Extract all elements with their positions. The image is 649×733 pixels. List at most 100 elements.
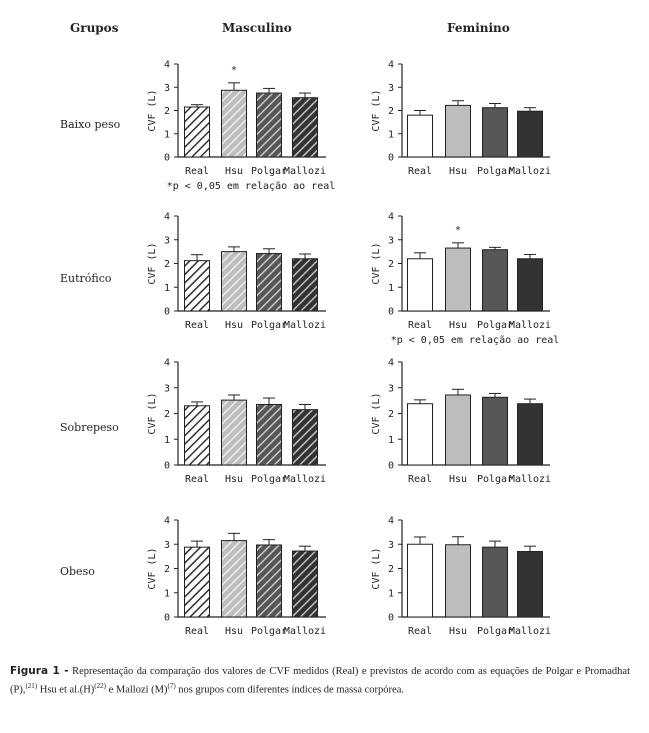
row-label-eutrofico: Eutrófico xyxy=(60,272,112,285)
y-tick-label: 0 xyxy=(164,461,170,472)
x-tick-label: Mallozi xyxy=(509,626,551,637)
bar-polgar xyxy=(482,249,508,312)
y-tick-label: 1 xyxy=(164,588,170,599)
x-tick-label: Polgar xyxy=(477,166,513,177)
y-tick-label: 0 xyxy=(388,461,394,472)
y-tick-label: 4 xyxy=(164,358,170,369)
x-tick-label: Mallozi xyxy=(509,166,551,177)
y-tick-label: 4 xyxy=(388,358,394,369)
x-tick-label: Hsu xyxy=(225,320,243,331)
x-tick-label: Polgar xyxy=(251,626,287,637)
caption-ref: (7) xyxy=(167,682,176,690)
header-male: Masculino xyxy=(222,21,292,35)
x-tick-label: Hsu xyxy=(449,320,467,331)
figure-caption: Figura 1 - Representação da comparação d… xyxy=(10,664,630,698)
x-tick-label: Real xyxy=(185,474,209,485)
y-tick-label: 4 xyxy=(388,516,394,527)
y-tick-label: 1 xyxy=(164,435,170,446)
x-tick-label: Hsu xyxy=(225,474,243,485)
y-tick-label: 3 xyxy=(164,83,170,94)
y-tick-label: 2 xyxy=(388,409,394,420)
y-tick-label: 1 xyxy=(164,129,170,140)
y-tick-label: 0 xyxy=(388,307,394,318)
x-tick-label: Mallozi xyxy=(509,474,551,485)
y-tick-label: 0 xyxy=(164,153,170,164)
x-tick-label: Real xyxy=(408,626,432,637)
bar-hsu xyxy=(445,544,471,618)
bar-real xyxy=(407,258,433,312)
y-tick-label: 1 xyxy=(388,435,394,446)
y-axis-label: CVF (L) xyxy=(147,547,158,589)
y-tick-label: 1 xyxy=(388,129,394,140)
bar-hsu xyxy=(221,540,247,618)
caption-ref: (21) xyxy=(25,682,38,690)
x-tick-label: Polgar xyxy=(251,320,287,331)
bar-mallozi xyxy=(517,258,543,312)
header-groups: Grupos xyxy=(70,21,119,35)
bar-real xyxy=(184,546,210,618)
x-tick-label: Mallozi xyxy=(284,474,326,485)
bar-hsu xyxy=(221,89,247,158)
x-tick-label: Hsu xyxy=(225,166,243,177)
x-tick-label: Real xyxy=(408,166,432,177)
y-axis-label: CVF (L) xyxy=(147,89,158,131)
row-label-sobrepeso: Sobrepeso xyxy=(60,421,119,434)
bar-real xyxy=(184,260,210,312)
bar-polgar xyxy=(256,403,282,466)
x-tick-label: Hsu xyxy=(449,166,467,177)
bar-real xyxy=(407,403,433,466)
header-female: Feminino xyxy=(447,21,510,35)
bar-polgar xyxy=(256,253,282,312)
y-tick-label: 4 xyxy=(164,212,170,223)
bar-polgar xyxy=(482,107,508,158)
caption-text: Hsu et al.(H) xyxy=(37,684,95,696)
y-tick-label: 3 xyxy=(164,383,170,394)
y-tick-label: 4 xyxy=(164,516,170,527)
significance-asterisk: * xyxy=(231,65,237,76)
x-tick-label: Mallozi xyxy=(509,320,551,331)
significance-note: *p < 0,05 em relação ao real xyxy=(167,181,336,192)
x-tick-label: Polgar xyxy=(477,474,513,485)
y-tick-label: 0 xyxy=(388,613,394,624)
y-tick-label: 3 xyxy=(164,235,170,246)
x-tick-label: Mallozi xyxy=(284,320,326,331)
bar-polgar xyxy=(482,396,508,466)
caption-text: nos grupos com diferentes índices de mas… xyxy=(175,684,404,696)
bar-mallozi xyxy=(292,550,318,618)
y-tick-label: 3 xyxy=(388,235,394,246)
y-axis-label: CVF (L) xyxy=(371,392,382,434)
y-tick-label: 4 xyxy=(164,60,170,71)
x-tick-label: Mallozi xyxy=(284,166,326,177)
x-tick-label: Polgar xyxy=(251,474,287,485)
y-tick-label: 0 xyxy=(388,153,394,164)
y-tick-label: 2 xyxy=(164,409,170,420)
y-tick-label: 1 xyxy=(388,588,394,599)
y-axis-label: CVF (L) xyxy=(147,242,158,284)
x-tick-label: Real xyxy=(185,166,209,177)
y-tick-label: 2 xyxy=(388,564,394,575)
x-tick-label: Polgar xyxy=(477,626,513,637)
bar-polgar xyxy=(256,544,282,618)
bar-hsu xyxy=(445,104,471,158)
y-axis-label: CVF (L) xyxy=(371,242,382,284)
y-tick-label: 2 xyxy=(164,259,170,270)
bar-real xyxy=(184,405,210,466)
bar-mallozi xyxy=(517,110,543,158)
x-tick-label: Real xyxy=(408,320,432,331)
bar-hsu xyxy=(221,251,247,312)
y-tick-label: 3 xyxy=(164,540,170,551)
bar-hsu xyxy=(445,394,471,466)
bar-mallozi xyxy=(517,551,543,618)
caption-ref: (22) xyxy=(94,682,106,690)
significance-note: *p < 0,05 em relação ao real xyxy=(391,335,560,346)
y-tick-label: 0 xyxy=(164,307,170,318)
x-tick-label: Hsu xyxy=(449,474,467,485)
bar-mallozi xyxy=(292,258,318,312)
y-tick-label: 2 xyxy=(164,564,170,575)
y-tick-label: 4 xyxy=(388,212,394,223)
